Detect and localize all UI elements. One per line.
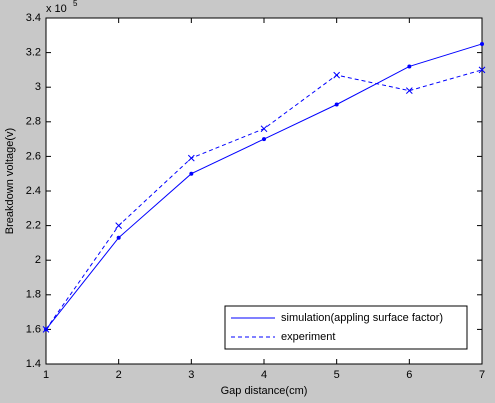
- y-tick-label: 1.4: [26, 358, 41, 370]
- marker: [115, 222, 123, 229]
- marker: [478, 66, 486, 74]
- y-tick-label: 1.8: [26, 289, 41, 301]
- marker: [480, 41, 484, 46]
- y-multiplier-exponent: 5: [73, 0, 78, 8]
- y-tick-label: 2.2: [26, 220, 41, 232]
- y-tick-label: 1.6: [26, 323, 41, 335]
- y-tick-label: 3: [35, 81, 41, 93]
- x-tick-label: 7: [479, 369, 485, 381]
- x-tick-label: 3: [188, 369, 194, 381]
- legend-label: simulation(appling surface factor): [281, 312, 443, 324]
- x-tick-label: 4: [261, 369, 267, 381]
- legend: [224, 305, 468, 350]
- x-tick-label: 1: [43, 369, 49, 381]
- y-tick-label: 2.8: [26, 116, 41, 128]
- legend-label: experiment: [281, 331, 335, 343]
- y-tick-label: 2.4: [26, 185, 41, 197]
- y-tick-label: 2.6: [26, 150, 41, 162]
- y-multiplier: x 10: [46, 3, 67, 15]
- marker: [334, 102, 339, 107]
- x-tick-label: 6: [406, 369, 412, 381]
- y-axis-label: Breakdown voltage(v): [4, 128, 16, 234]
- marker: [260, 125, 268, 133]
- marker: [405, 87, 413, 95]
- y-tick-label: 3.2: [26, 47, 41, 59]
- marker: [187, 154, 195, 162]
- marker: [42, 326, 50, 333]
- marker: [407, 64, 412, 69]
- x-tick-label: 2: [116, 369, 122, 381]
- marker: [189, 171, 194, 176]
- x-axis-label: Gap distance(cm): [221, 385, 308, 397]
- y-tick-label: 3.4: [26, 12, 41, 24]
- marker: [333, 71, 341, 79]
- x-tick-label: 5: [334, 369, 340, 381]
- y-tick-label: 2: [35, 254, 41, 266]
- marker: [262, 137, 266, 142]
- marker: [116, 235, 121, 240]
